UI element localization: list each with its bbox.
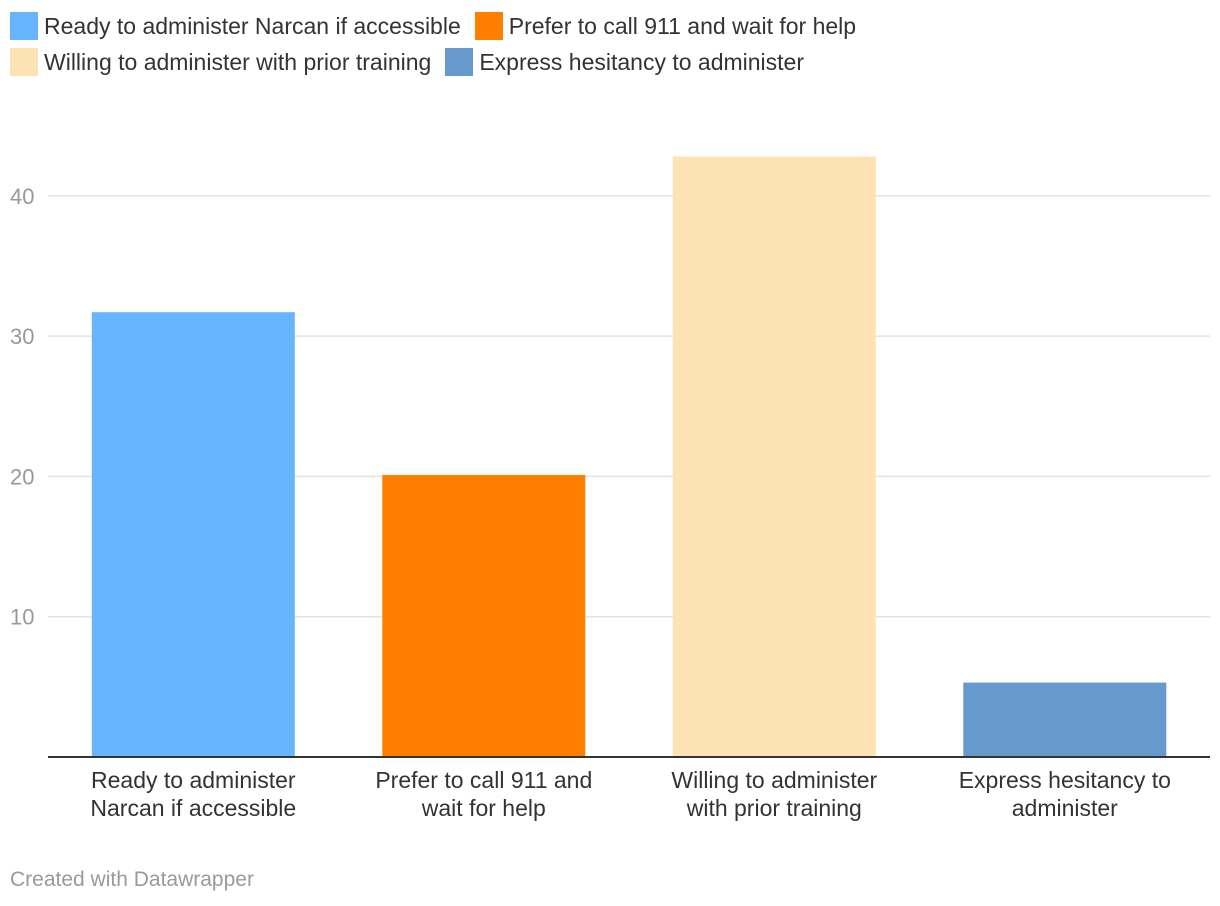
legend-swatch bbox=[474, 12, 503, 40]
legend-item-4: Express hesitancy to administer bbox=[445, 44, 804, 80]
legend-item-3: Willing to administer with prior trainin… bbox=[10, 44, 431, 80]
y-axis-ticks: 10 20 30 40 bbox=[10, 184, 34, 630]
y-tick-label-40: 40 bbox=[10, 184, 34, 209]
legend-label: Express hesitancy to administer bbox=[479, 49, 805, 75]
bar-1 bbox=[91, 312, 295, 757]
legend-label: Ready to administer Narcan if accessible bbox=[44, 13, 461, 39]
x-category-label-3: Willing to administer with prior training bbox=[671, 767, 877, 821]
datawrapper-credit: Created with Datawrapper bbox=[10, 868, 254, 891]
bars bbox=[91, 156, 1167, 757]
legend-swatch bbox=[10, 48, 38, 76]
legend-item-1: Ready to administer Narcan if accessible bbox=[10, 8, 461, 44]
legend-item-2: Prefer to call 911 and wait for help bbox=[474, 8, 857, 44]
bar-2 bbox=[382, 475, 586, 757]
y-tick-label-10: 10 bbox=[10, 605, 34, 630]
y-tick-label-30: 30 bbox=[10, 324, 34, 349]
y-tick-label-20: 20 bbox=[10, 464, 34, 489]
x-category-label-1: Ready to administer Narcan if accessible bbox=[90, 767, 296, 821]
legend-label: Willing to administer with prior trainin… bbox=[44, 49, 432, 75]
bar-4 bbox=[963, 682, 1167, 757]
bar-3 bbox=[672, 156, 876, 757]
category-labels: Ready to administer Narcan if accessible P… bbox=[90, 767, 1171, 821]
x-category-label-2: Prefer to call 911 and wait for help bbox=[375, 767, 592, 821]
legend-swatch bbox=[10, 12, 38, 40]
chart-legend: Ready to administer Narcan if accessible… bbox=[10, 8, 1210, 80]
legend-swatch bbox=[445, 48, 474, 76]
legend-label: Prefer to call 911 and wait for help bbox=[508, 13, 857, 39]
x-category-label-4: Express hesitancy to administer bbox=[959, 767, 1171, 821]
